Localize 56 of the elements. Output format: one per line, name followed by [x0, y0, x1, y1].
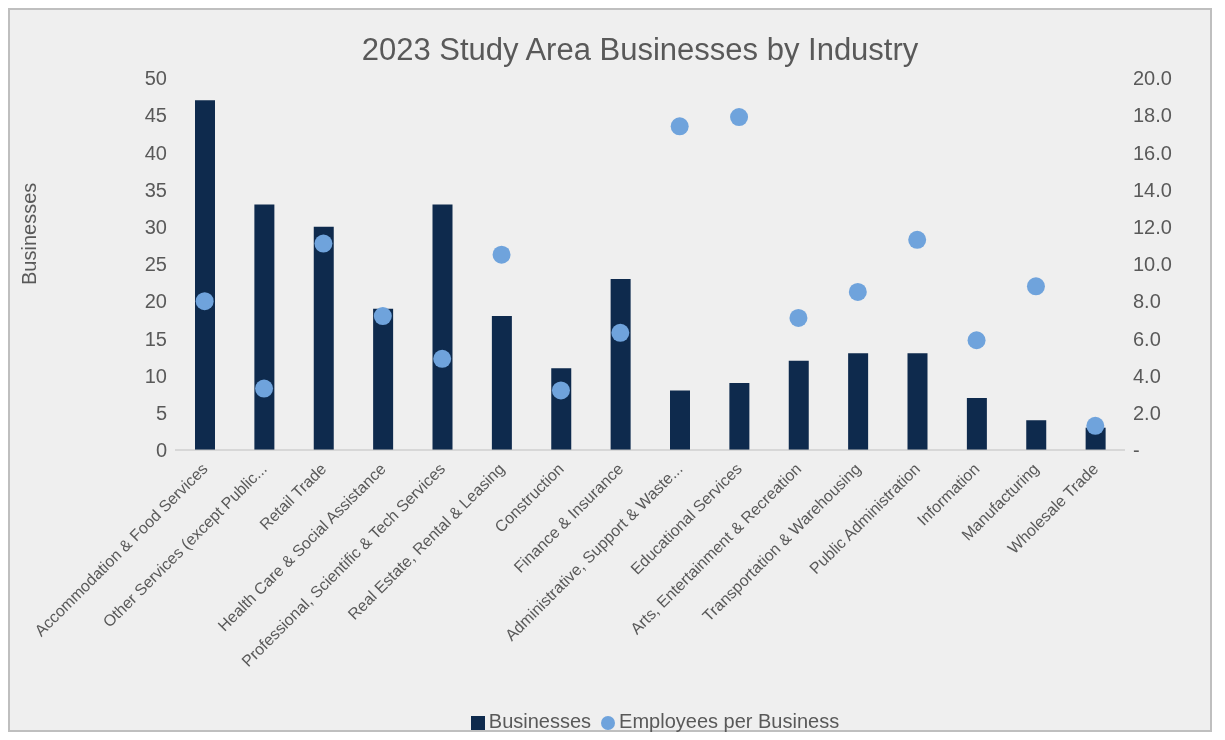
y-tick-label: 0: [155, 439, 167, 462]
legend-label: Employees per Business: [619, 710, 840, 732]
chart-title: 2023 Study Area Businesses by Industry: [360, 32, 920, 68]
y-axis-title: Businesses: [18, 182, 41, 285]
point: [433, 349, 452, 368]
legend-label: Businesses: [488, 710, 592, 732]
point: [611, 323, 630, 342]
y-tick-label: 40: [144, 141, 167, 164]
point: [255, 379, 274, 398]
bar: [729, 383, 750, 450]
bar: [848, 353, 869, 450]
bar: [610, 278, 631, 450]
y2-tick-label: -: [1133, 439, 1140, 462]
y-tick-label: 25: [144, 253, 167, 276]
y2-tick-label: 6.0: [1133, 327, 1161, 350]
point: [730, 108, 749, 127]
point: [789, 308, 808, 327]
y2-tick-label: 4.0: [1133, 364, 1161, 387]
point: [967, 331, 986, 350]
bar: [313, 226, 334, 450]
bar: [195, 100, 215, 450]
bar: [432, 204, 453, 450]
point: [195, 292, 214, 311]
y2-tick-label: 18.0: [1133, 104, 1172, 127]
y-tick-label: 50: [144, 67, 167, 90]
point: [492, 245, 511, 264]
point: [670, 117, 689, 136]
y2-tick-label: 16.0: [1133, 141, 1172, 164]
y2-tick-label: 20.0: [1133, 67, 1172, 90]
bar: [1026, 420, 1047, 450]
y-tick-label: 10: [144, 364, 167, 387]
y-tick-label: 20: [144, 290, 167, 313]
bar: [491, 316, 512, 450]
y-tick-label: 35: [144, 178, 167, 201]
bar: [254, 204, 275, 450]
point: [551, 381, 570, 400]
bar: [788, 360, 809, 450]
y-tick-label: 30: [144, 215, 167, 238]
point: [373, 307, 392, 326]
y-tick-label: 5: [155, 401, 167, 424]
bar: [373, 308, 394, 450]
y2-tick-label: 8.0: [1133, 290, 1161, 313]
point: [1026, 277, 1045, 296]
y2-tick-label: 10.0: [1133, 253, 1172, 276]
bar: [966, 397, 987, 450]
y2-tick-label: 12.0: [1133, 215, 1172, 238]
y2-tick-label: 2.0: [1133, 401, 1161, 424]
bar: [670, 390, 690, 450]
point: [848, 282, 867, 301]
point: [908, 230, 927, 249]
y-tick-label: 45: [144, 104, 167, 127]
y2-tick-label: 14.0: [1133, 178, 1172, 201]
bar: [907, 353, 928, 450]
y-tick-label: 15: [144, 327, 167, 350]
point: [314, 234, 333, 253]
point: [1086, 416, 1105, 435]
